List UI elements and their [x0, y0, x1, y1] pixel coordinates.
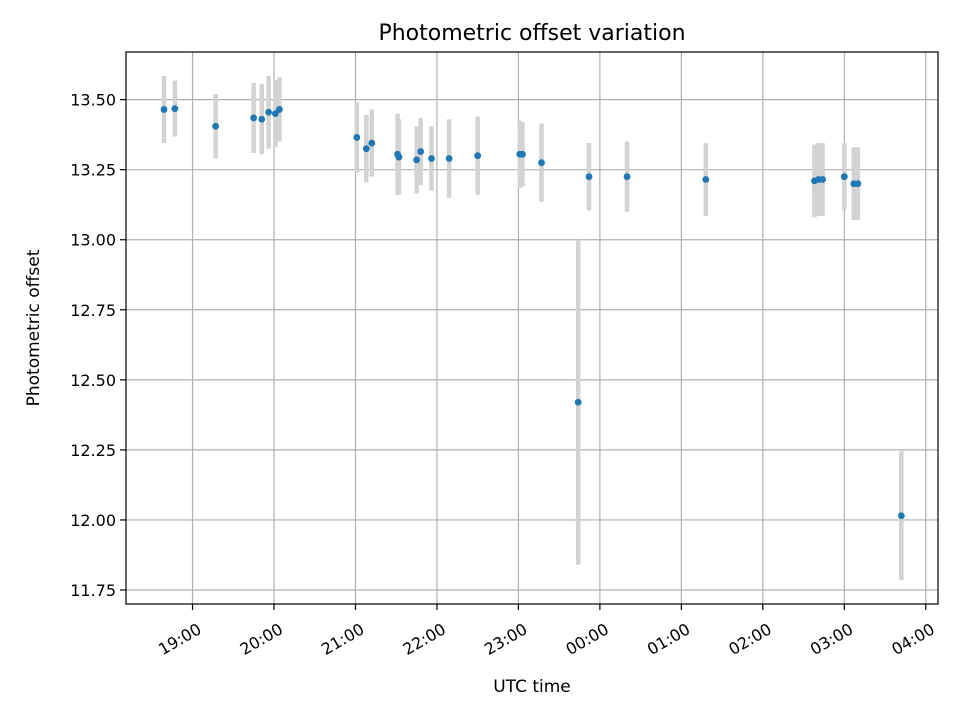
data-point	[395, 153, 403, 161]
y-tick-label: 13.50	[70, 91, 116, 110]
data-point	[271, 110, 279, 118]
data-point	[362, 145, 370, 153]
y-tick-label: 12.00	[70, 511, 116, 530]
data-point	[276, 106, 283, 113]
x-axis-label: UTC time	[493, 677, 571, 697]
data-point	[160, 106, 168, 113]
data-point	[413, 156, 420, 164]
data-point	[819, 176, 826, 183]
y-tick-label: 12.75	[70, 301, 116, 320]
data-point	[353, 134, 361, 141]
data-point	[897, 512, 905, 520]
y-tick-label: 13.25	[70, 161, 116, 180]
data-point	[212, 122, 220, 130]
data-point	[538, 159, 545, 167]
y-axis-ticks: 11.75 12.00 12.25 12.50 12.75 13.00 13.25 13.50	[70, 91, 126, 600]
data-point	[519, 150, 526, 158]
data-point	[171, 105, 179, 113]
data-point	[585, 173, 593, 181]
data-point	[428, 155, 435, 162]
y-tick-label: 12.50	[70, 371, 116, 390]
data-point	[702, 176, 710, 183]
chart-title: Photometric offset variation	[378, 21, 685, 46]
data-points	[160, 105, 905, 520]
grid	[126, 52, 938, 604]
data-point	[417, 148, 425, 155]
data-point	[474, 152, 482, 160]
plot-frame	[125, 51, 939, 605]
data-point	[574, 398, 582, 406]
data-point	[265, 108, 272, 116]
data-point	[258, 115, 266, 123]
data-point	[623, 173, 631, 181]
data-point	[445, 155, 453, 162]
y-tick-label: 12.25	[70, 441, 116, 460]
data-point	[368, 139, 376, 147]
y-axis-label: Photometric offset	[24, 249, 44, 406]
data-point	[840, 173, 848, 181]
data-point	[250, 114, 258, 122]
data-point	[854, 180, 862, 188]
y-tick-label: 13.00	[70, 231, 116, 250]
y-tick-label: 11.75	[70, 581, 116, 600]
